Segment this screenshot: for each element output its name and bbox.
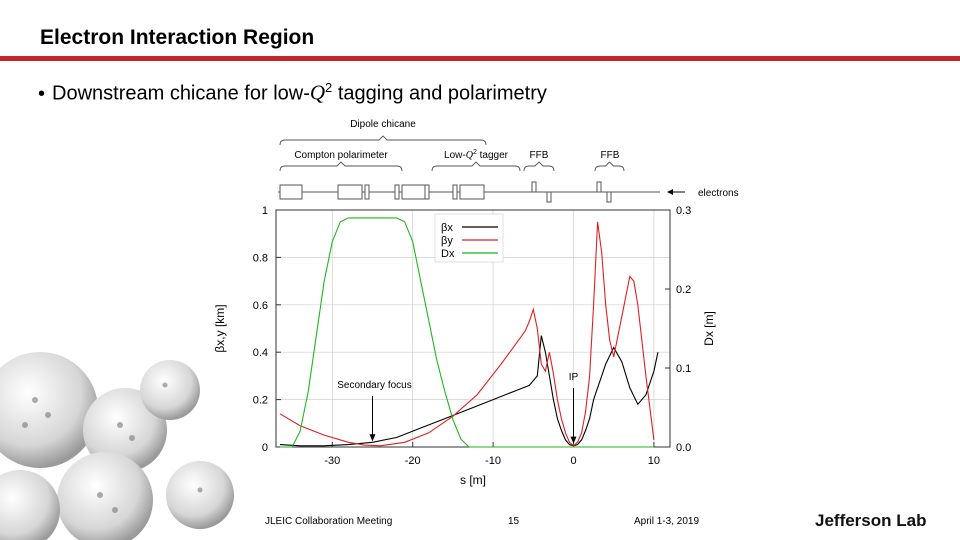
x-tick-label: 0 (570, 455, 576, 467)
ffb-label: FFB (601, 150, 620, 161)
compton-label: Compton polarimeter (294, 150, 388, 161)
ffb-magnet (531, 181, 537, 193)
tagger-label-exp: 2 (473, 149, 477, 156)
bullet-dot-icon: • (38, 82, 46, 105)
bullet-exponent: 2 (325, 80, 333, 95)
x-tick-label: 10 (648, 455, 660, 467)
chicane-label: Dipole chicane (350, 119, 416, 130)
y-left-tick-label: 0.8 (253, 252, 268, 264)
ffb-label: FFB (530, 150, 549, 161)
y-left-tick-label: 0.4 (253, 347, 268, 359)
arrow-head-icon (570, 436, 577, 444)
legend-label: Dx (441, 248, 455, 260)
y-right-tick-label: 0.2 (676, 284, 691, 296)
slide-title: Electron Interaction Region (40, 26, 315, 49)
bullet-variable: Q (309, 80, 326, 105)
ffb-magnet (596, 181, 602, 193)
footer-page-number: 15 (508, 516, 520, 527)
brace-tagger (431, 161, 521, 172)
ffb-magnet (546, 191, 552, 203)
brace-compton (279, 161, 403, 172)
bullet-text-prefix: Downstream chicane for low- (52, 82, 310, 105)
brace-ffb (523, 161, 555, 172)
legend-box (434, 213, 504, 263)
annotation-ip: IP (569, 372, 579, 383)
footer-date: April 1-3, 2019 (634, 516, 700, 527)
x-axis-label: s [m] (460, 473, 486, 487)
optics-chart: electrons Dipole chicane Compton polarimet… (213, 119, 739, 487)
series-line-2 (280, 217, 654, 448)
dipole-magnet (279, 184, 303, 200)
series-line-1 (279, 221, 655, 447)
tagger-label-var: Q (466, 150, 474, 161)
y-left-tick-label: 0 (262, 442, 268, 454)
tagger-label: Low-Q2 tagger (444, 149, 509, 161)
quad-magnet (394, 184, 400, 200)
ffb-magnet (606, 191, 612, 203)
decorative-spheres-image (0, 352, 234, 540)
y-left-tick-label: 0.6 (253, 300, 268, 312)
y-right-tick-label: 0.1 (676, 363, 691, 375)
y-right-axis-label: Dx [m] (702, 311, 716, 346)
y-right-tick-label: 0.3 (676, 205, 691, 217)
series-line-0 (279, 335, 659, 447)
bullet-item: • Downstream chicane for low-Q2 tagging a… (38, 80, 547, 106)
lattice-schematic: electrons Dipole chicane Compton polarimet… (278, 119, 739, 203)
tagger-label-prefix: Low- (444, 150, 466, 161)
x-tick-label: -20 (405, 455, 421, 467)
y-left-axis-label: βx,y [km] (213, 304, 227, 352)
x-tick-label: -30 (324, 455, 340, 467)
quad-magnet (452, 184, 458, 200)
brace-ffb (594, 161, 625, 172)
legend-label: βx (441, 222, 453, 234)
bullet-text-suffix: tagging and polarimetry (332, 82, 547, 105)
dipole-magnet (401, 184, 427, 200)
tagger-label-suffix: tagger (477, 150, 509, 161)
dipole-magnet (337, 184, 363, 200)
y-left-tick-label: 0.2 (253, 395, 268, 407)
jefferson-lab-logo: Jefferson Lab (815, 511, 927, 530)
y-left-tick-label: 1 (262, 205, 268, 217)
title-underline (0, 56, 960, 61)
brace-chicane (279, 135, 487, 146)
legend-label: βy (441, 235, 453, 247)
arrow-head-icon (369, 434, 376, 442)
dipole-magnet (459, 184, 485, 200)
quad-magnet (424, 184, 430, 200)
electrons-label: electrons (698, 188, 739, 199)
quad-magnet (364, 184, 370, 200)
x-tick-label: -10 (485, 455, 501, 467)
annotation-secondary-focus: Secondary focus (337, 380, 412, 391)
arrow-left-icon (667, 189, 673, 195)
plot-area: -30 -20 -10 0 10 0 0.2 0.4 0.6 0.8 1 0.0 0.1 0.2 0.3 s … (213, 205, 716, 487)
footer-meeting: JLEIC Collaboration Meeting (265, 516, 393, 527)
y-right-tick-label: 0.0 (676, 442, 691, 454)
